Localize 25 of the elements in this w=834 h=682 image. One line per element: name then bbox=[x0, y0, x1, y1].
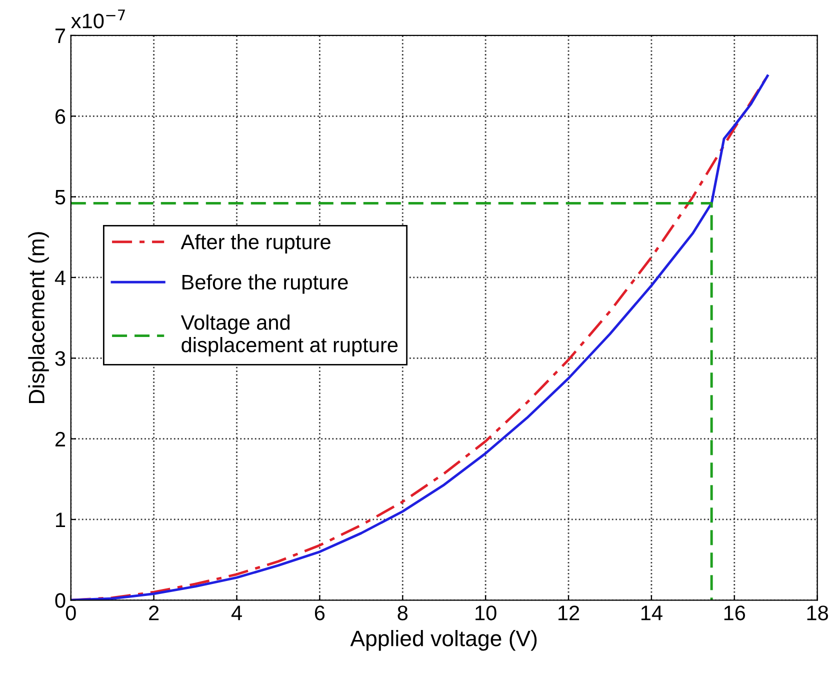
x-tick-label: 14 bbox=[641, 606, 662, 620]
x-tick-label: 10 bbox=[476, 606, 496, 620]
x-tick-label: 4 bbox=[231, 606, 242, 620]
x-tick-label: 6 bbox=[314, 606, 325, 620]
y-tick-label: 1 bbox=[56, 512, 66, 528]
x-tick-label: 18 bbox=[807, 606, 828, 620]
x-tick-label: 0 bbox=[66, 606, 76, 620]
text: x10$^{−7}$ bbox=[71, 10, 125, 28]
legend-label: Voltage and displacement at rupture bbox=[180, 314, 398, 356]
x-tick-label: 16 bbox=[724, 606, 746, 620]
y-tick-label: 6 bbox=[56, 109, 66, 124]
x-tick-label: 2 bbox=[149, 606, 159, 620]
y-tick-label: 4 bbox=[54, 270, 66, 286]
line-series bbox=[70, 74, 769, 600]
x-axis-title: Applied voltage (V) bbox=[350, 630, 537, 651]
legend-label: After the rupture bbox=[180, 234, 330, 254]
y-tick-label: 5 bbox=[55, 190, 66, 205]
y-tick-label: 7 bbox=[56, 28, 65, 44]
y-axis-title: Displacement (m) bbox=[28, 232, 49, 404]
y-tick-label: 2 bbox=[55, 432, 65, 446]
x-tick-label: 8 bbox=[398, 606, 408, 620]
legend-label: Before the rupture bbox=[182, 274, 348, 294]
y-tick-label: 0 bbox=[55, 593, 66, 608]
y-tick-label: 3 bbox=[55, 351, 66, 366]
x-tick-label: 12 bbox=[558, 606, 580, 620]
